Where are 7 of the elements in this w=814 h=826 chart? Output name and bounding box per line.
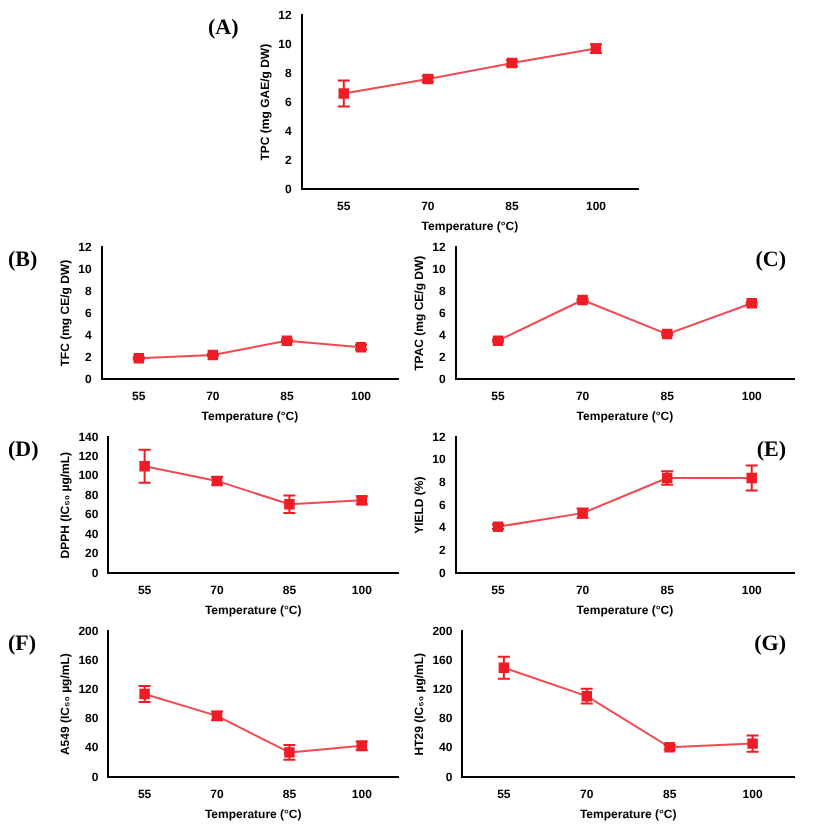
chart-title: (B) bbox=[8, 248, 38, 272]
chart-title: (A) bbox=[208, 16, 239, 40]
chart-title: (E) bbox=[756, 438, 786, 462]
chart-title: (G) bbox=[754, 632, 786, 656]
chart-title: (F) bbox=[8, 632, 37, 656]
chart-title: (D) bbox=[8, 438, 39, 462]
chart-title: (C) bbox=[755, 248, 786, 272]
